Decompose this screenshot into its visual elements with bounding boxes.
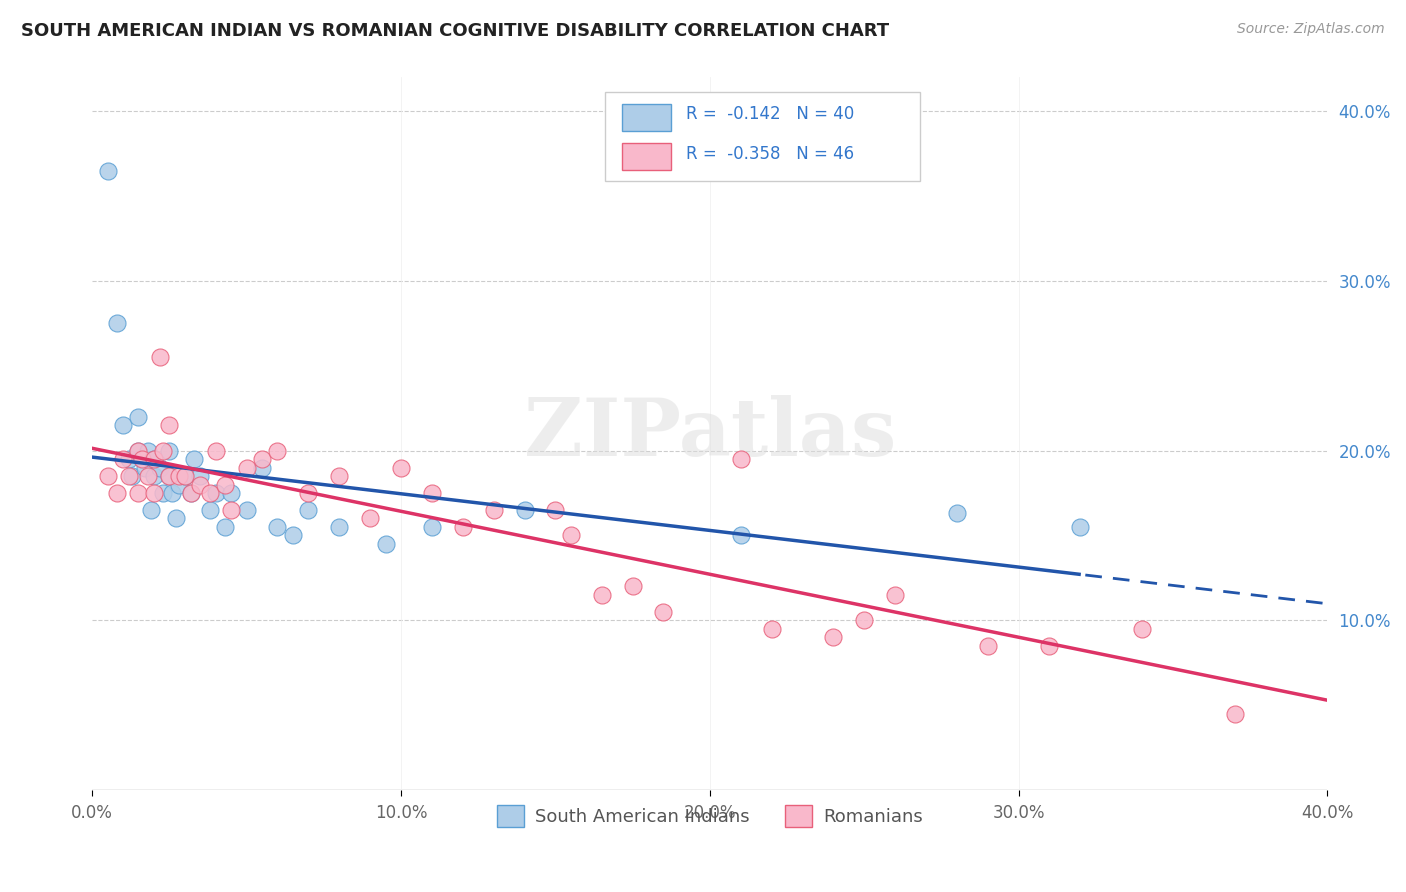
- Point: [1038, 639, 1060, 653]
- Point: [235, 503, 257, 517]
- Text: ZIPatlas: ZIPatlas: [523, 394, 896, 473]
- Text: SOUTH AMERICAN INDIAN VS ROMANIAN COGNITIVE DISABILITY CORRELATION CHART: SOUTH AMERICAN INDIAN VS ROMANIAN COGNIT…: [21, 22, 889, 40]
- Point: [142, 469, 165, 483]
- Legend: South American Indians, Romanians: South American Indians, Romanians: [489, 797, 931, 834]
- Point: [128, 486, 150, 500]
- Point: [374, 537, 396, 551]
- Point: [167, 477, 190, 491]
- Point: [121, 469, 143, 483]
- Point: [976, 639, 998, 653]
- Point: [219, 486, 242, 500]
- Point: [142, 486, 165, 500]
- Point: [544, 503, 567, 517]
- Point: [250, 460, 273, 475]
- Point: [112, 452, 135, 467]
- FancyBboxPatch shape: [621, 143, 672, 170]
- Point: [420, 486, 443, 500]
- Point: [142, 452, 165, 467]
- Point: [105, 486, 128, 500]
- Point: [328, 469, 350, 483]
- Point: [139, 503, 162, 517]
- Point: [884, 588, 907, 602]
- Point: [761, 622, 783, 636]
- Point: [149, 351, 172, 365]
- Point: [214, 477, 236, 491]
- Point: [157, 469, 180, 483]
- Point: [204, 443, 226, 458]
- Point: [134, 460, 156, 475]
- Point: [173, 469, 195, 483]
- Point: [128, 409, 150, 424]
- Point: [482, 503, 505, 517]
- Point: [219, 503, 242, 517]
- Point: [853, 613, 876, 627]
- Point: [451, 520, 474, 534]
- Point: [136, 469, 159, 483]
- Point: [730, 528, 752, 542]
- Point: [198, 486, 221, 500]
- Point: [157, 443, 180, 458]
- Point: [730, 452, 752, 467]
- Point: [157, 469, 180, 483]
- Point: [173, 469, 195, 483]
- Text: R =  -0.358   N = 46: R = -0.358 N = 46: [686, 145, 855, 163]
- Point: [266, 520, 288, 534]
- Point: [128, 443, 150, 458]
- Point: [118, 469, 141, 483]
- Point: [823, 630, 845, 644]
- Point: [105, 317, 128, 331]
- Point: [183, 452, 205, 467]
- Point: [204, 486, 226, 500]
- Point: [214, 520, 236, 534]
- Point: [250, 452, 273, 467]
- Point: [180, 486, 202, 500]
- Point: [420, 520, 443, 534]
- Point: [131, 452, 153, 467]
- Point: [188, 469, 211, 483]
- Point: [1223, 706, 1246, 721]
- Text: R =  -0.142   N = 40: R = -0.142 N = 40: [686, 105, 855, 123]
- Point: [946, 507, 969, 521]
- Point: [266, 443, 288, 458]
- Point: [131, 452, 153, 467]
- Point: [157, 418, 180, 433]
- Point: [180, 486, 202, 500]
- Point: [389, 460, 412, 475]
- Point: [152, 443, 174, 458]
- Point: [513, 503, 536, 517]
- Point: [152, 486, 174, 500]
- FancyBboxPatch shape: [605, 92, 920, 181]
- Point: [128, 443, 150, 458]
- Point: [281, 528, 304, 542]
- Point: [97, 469, 120, 483]
- Point: [165, 511, 187, 525]
- Point: [1069, 520, 1091, 534]
- Point: [198, 503, 221, 517]
- Point: [118, 452, 141, 467]
- Point: [162, 486, 184, 500]
- Point: [167, 469, 190, 483]
- FancyBboxPatch shape: [621, 103, 672, 131]
- Point: [560, 528, 582, 542]
- Point: [142, 452, 165, 467]
- Point: [652, 605, 675, 619]
- Point: [1130, 622, 1153, 636]
- Point: [328, 520, 350, 534]
- Point: [591, 588, 613, 602]
- Point: [297, 503, 319, 517]
- Point: [112, 418, 135, 433]
- Point: [359, 511, 381, 525]
- Point: [235, 460, 257, 475]
- Point: [97, 163, 120, 178]
- Point: [136, 443, 159, 458]
- Point: [621, 579, 644, 593]
- Text: Source: ZipAtlas.com: Source: ZipAtlas.com: [1237, 22, 1385, 37]
- Point: [297, 486, 319, 500]
- Point: [188, 477, 211, 491]
- Point: [149, 460, 172, 475]
